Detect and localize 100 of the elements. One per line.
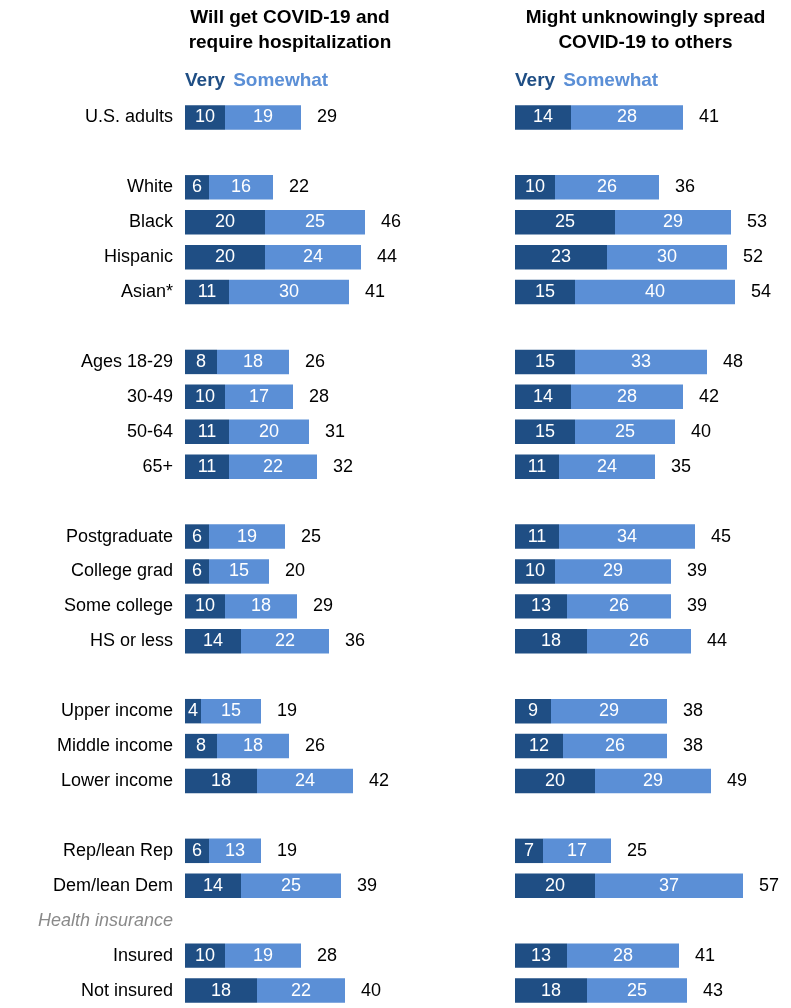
bar <box>515 943 567 968</box>
bar <box>515 524 559 549</box>
bar <box>229 454 317 479</box>
data-label: 26 <box>604 735 626 756</box>
data-label: 25 <box>626 979 648 1000</box>
data-label: 30 <box>656 246 678 267</box>
series-label: Somewhat <box>563 69 659 91</box>
bar <box>567 943 679 968</box>
total-label: 35 <box>671 455 692 476</box>
total-label: 52 <box>743 246 764 267</box>
data-label: 15 <box>534 350 556 371</box>
data-label: 11 <box>527 525 547 546</box>
data-label: 25 <box>304 211 326 232</box>
data-label: 22 <box>274 630 296 651</box>
y-tick-label: Not insured <box>80 979 173 1000</box>
data-label: 15 <box>220 700 242 721</box>
bar <box>587 978 687 1003</box>
data-label: 15 <box>534 281 556 302</box>
y-tick-label: Asian* <box>120 281 173 302</box>
data-label: 8 <box>195 735 207 756</box>
data-label: 4 <box>187 700 199 721</box>
data-label: 18 <box>210 769 232 790</box>
data-label: 26 <box>628 630 650 651</box>
bar <box>575 279 735 305</box>
bar <box>185 210 265 235</box>
bar <box>185 454 229 479</box>
data-label: 15 <box>228 560 250 581</box>
data-label: 6 <box>191 176 203 197</box>
data-label: 40 <box>644 281 666 302</box>
bar <box>543 838 611 864</box>
data-label: 11 <box>197 281 217 302</box>
bar <box>571 105 683 130</box>
total-label: 57 <box>759 874 780 895</box>
bar <box>515 105 571 130</box>
data-label: 11 <box>197 420 217 441</box>
y-tick-label: White <box>126 176 173 197</box>
bar <box>559 454 655 479</box>
data-label: 14 <box>202 874 224 895</box>
y-tick-label: 65+ <box>142 455 173 476</box>
data-label: 28 <box>612 944 634 965</box>
data-label: 10 <box>194 106 216 127</box>
bar <box>515 210 615 235</box>
data-label: 7 <box>523 839 535 860</box>
total-label: 32 <box>333 455 354 476</box>
total-label: 25 <box>627 839 648 860</box>
data-label: 16 <box>230 176 252 197</box>
total-label: 43 <box>703 979 724 1000</box>
bar <box>615 210 731 235</box>
bar <box>555 559 671 584</box>
data-label: 10 <box>524 560 546 581</box>
data-label: 17 <box>566 839 588 860</box>
bar <box>587 629 691 654</box>
data-label: 37 <box>658 874 680 895</box>
bar <box>567 594 671 619</box>
bar <box>225 594 297 619</box>
y-tick-label: Rep/lean Rep <box>62 839 173 860</box>
data-label: 17 <box>248 385 270 406</box>
total-label: 22 <box>289 176 310 197</box>
total-label: 29 <box>317 106 338 127</box>
total-label: 49 <box>727 769 748 790</box>
data-label: 26 <box>596 176 618 197</box>
data-label: 19 <box>236 525 258 546</box>
data-label: 24 <box>302 246 324 267</box>
bar <box>185 978 257 1003</box>
bar <box>225 943 301 968</box>
total-label: 44 <box>707 630 728 651</box>
bar <box>241 873 341 898</box>
data-label: 24 <box>596 455 618 476</box>
total-label: 38 <box>683 735 704 756</box>
data-label: 33 <box>630 350 652 371</box>
y-tick-label: HS or less <box>89 630 173 651</box>
bar <box>515 838 543 864</box>
total-label: 44 <box>377 246 398 267</box>
data-label: 30 <box>278 281 300 302</box>
total-label: 48 <box>723 350 744 371</box>
y-tick-label: College grad <box>70 560 173 581</box>
y-tick-label: Middle income <box>56 735 173 756</box>
bar <box>515 978 587 1003</box>
total-label: 53 <box>747 211 768 232</box>
y-tick-label: Black <box>128 211 174 232</box>
total-label: 42 <box>369 769 390 790</box>
total-label: 46 <box>381 211 402 232</box>
bar <box>185 768 257 794</box>
data-label: 13 <box>530 944 552 965</box>
data-label: 19 <box>252 106 274 127</box>
data-label: 29 <box>662 211 684 232</box>
data-label: 24 <box>294 769 316 790</box>
data-label: 9 <box>527 700 539 721</box>
total-label: 41 <box>365 281 386 302</box>
total-label: 40 <box>361 979 382 1000</box>
bar <box>515 768 595 794</box>
total-label: 41 <box>695 944 716 965</box>
data-label: 13 <box>224 839 246 860</box>
y-tick-label: Upper income <box>60 700 173 721</box>
data-label: 6 <box>191 525 203 546</box>
data-label: 28 <box>616 385 638 406</box>
data-label: 20 <box>544 874 566 895</box>
total-label: 42 <box>699 385 720 406</box>
data-label: 18 <box>242 350 264 371</box>
data-label: 15 <box>534 420 556 441</box>
